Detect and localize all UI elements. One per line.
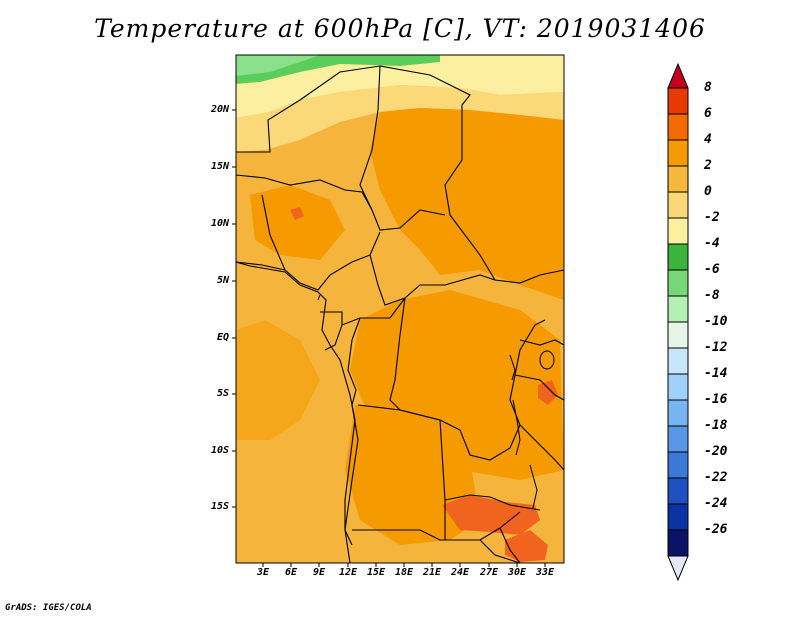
colorbar-label: -2 bbox=[704, 210, 720, 225]
country-borders bbox=[236, 65, 564, 563]
map-frame bbox=[235, 54, 565, 564]
colorbar-segment bbox=[667, 269, 689, 297]
red-orange-contour-small bbox=[290, 207, 304, 220]
colorbar-segment bbox=[667, 139, 689, 167]
lat-label: 5S bbox=[216, 388, 229, 399]
colorbar-segment bbox=[667, 503, 689, 531]
colorbar-segment bbox=[667, 321, 689, 349]
colorbar-segment bbox=[667, 191, 689, 219]
light-green-contour bbox=[236, 55, 320, 76]
colorbar-label: -20 bbox=[704, 444, 728, 459]
lon-label: 3E bbox=[256, 567, 270, 578]
lat-label: 15N bbox=[210, 161, 229, 172]
red-orange-contour-mozambique bbox=[505, 530, 548, 562]
lat-label: 15S bbox=[210, 501, 229, 512]
colorbar-segment bbox=[667, 373, 689, 401]
coastline bbox=[236, 261, 356, 563]
colorbar-label: -6 bbox=[704, 262, 720, 277]
colorbar-segment bbox=[667, 399, 689, 427]
colorbar-segment bbox=[667, 87, 689, 115]
lon-label: 21E bbox=[422, 567, 442, 578]
colorbar-segment bbox=[667, 243, 689, 271]
colorbar-segment bbox=[667, 425, 689, 453]
red-orange-contour-tanzania bbox=[538, 380, 558, 405]
lat-label: 10N bbox=[210, 218, 229, 229]
colorbar-segment bbox=[667, 451, 689, 479]
colorbar-label: -12 bbox=[704, 340, 728, 355]
colorbar-segment bbox=[667, 295, 689, 323]
colorbar-segment bbox=[667, 477, 689, 505]
lat-label: 20N bbox=[210, 104, 229, 115]
lon-label: 30E bbox=[507, 567, 527, 578]
lat-label: 5N bbox=[216, 275, 229, 286]
colorbar-bottom-arrow bbox=[667, 555, 689, 582]
colorbar-label: -16 bbox=[704, 392, 728, 407]
colorbar-segment bbox=[667, 347, 689, 375]
colorbar-label: 8 bbox=[704, 80, 712, 95]
lon-label: 24E bbox=[450, 567, 470, 578]
colorbar-label: -22 bbox=[704, 470, 728, 485]
yellow-band bbox=[236, 85, 564, 152]
lon-label: 18E bbox=[394, 567, 414, 578]
colorbar-label: 2 bbox=[704, 158, 712, 173]
colorbar-label: -24 bbox=[704, 496, 728, 511]
colorbar-label: -8 bbox=[704, 288, 720, 303]
lon-label: 12E bbox=[338, 567, 358, 578]
colorbar-label: 6 bbox=[704, 106, 712, 121]
lat-label: 10S bbox=[210, 445, 229, 456]
red-orange-contour-zambia bbox=[442, 495, 540, 535]
grads-credit: GrADS: IGES/COLA bbox=[5, 603, 92, 613]
lon-label: 9E bbox=[312, 567, 326, 578]
colorbar-segment bbox=[667, 529, 689, 557]
lake-outlines bbox=[317, 294, 555, 509]
orange-contour-nigeria bbox=[250, 185, 345, 260]
lon-label: 33E bbox=[535, 567, 555, 578]
orange-contour-southwest bbox=[236, 320, 320, 440]
colorbar-label: -18 bbox=[704, 418, 728, 433]
orange-contour-northeast bbox=[370, 108, 564, 300]
axis-ticks bbox=[232, 109, 546, 567]
colorbar-top-arrow bbox=[667, 62, 689, 89]
chart-title: Temperature at 600hPa [C], VT: 201903140… bbox=[94, 14, 706, 43]
colorbar-label: -14 bbox=[704, 366, 728, 381]
colorbar-segment bbox=[667, 165, 689, 193]
lon-label: 6E bbox=[284, 567, 298, 578]
colorbar-label: 4 bbox=[704, 132, 712, 147]
lon-label: 15E bbox=[366, 567, 386, 578]
colorbar-segment bbox=[667, 217, 689, 245]
colorbar-label: -26 bbox=[704, 522, 728, 537]
colorbar-segment bbox=[667, 113, 689, 141]
colorbar-label: 0 bbox=[704, 184, 712, 199]
colorbar-label: -10 bbox=[704, 314, 728, 329]
lat-label: EQ bbox=[216, 332, 229, 343]
colorbar-label: -4 bbox=[704, 236, 720, 251]
lon-label: 27E bbox=[479, 567, 499, 578]
pale-yellow-band bbox=[236, 55, 564, 118]
